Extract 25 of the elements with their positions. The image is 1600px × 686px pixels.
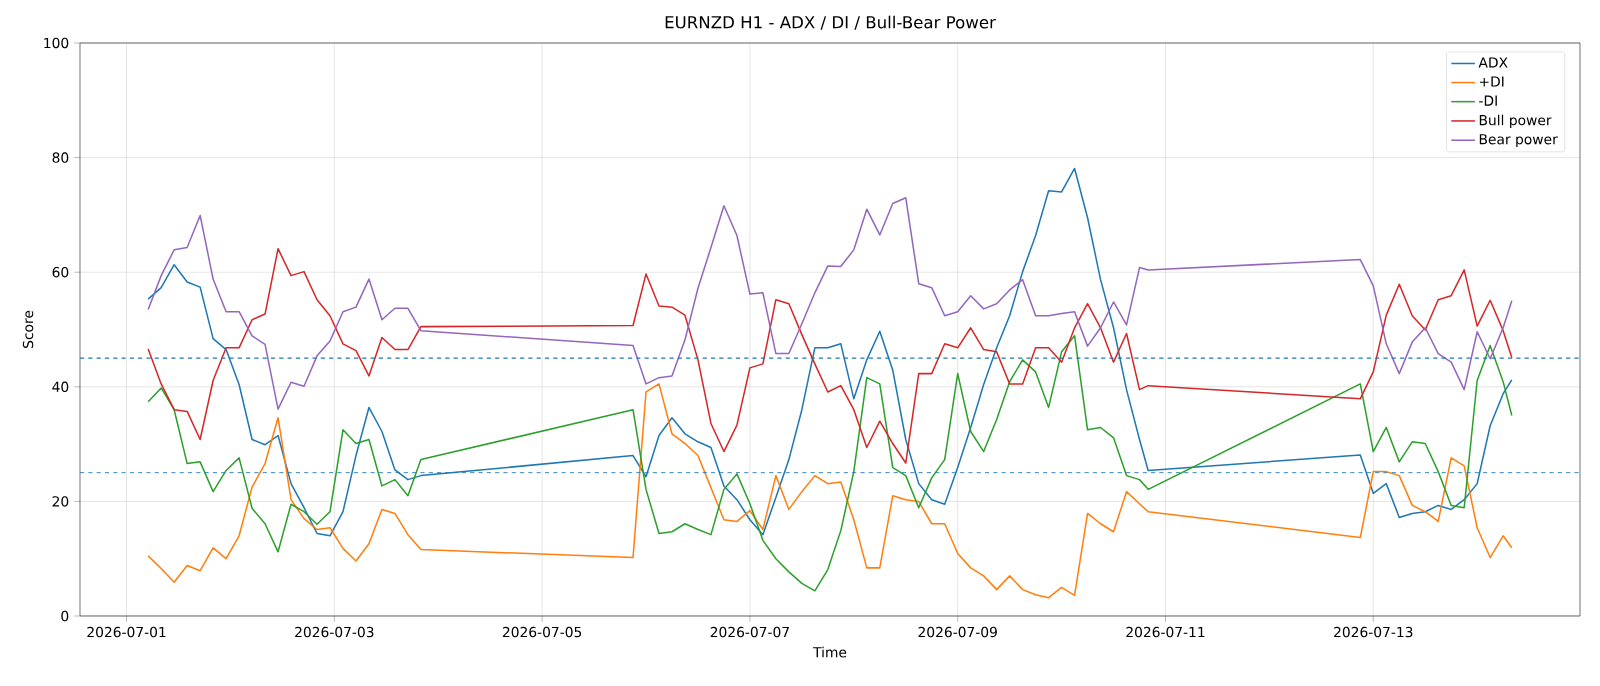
y-tick-label: 60 [52,266,69,278]
legend-label: +DI [1479,76,1504,87]
x-axis-title: Time [813,646,847,658]
x-tick-label: 2026-07-13 [1334,626,1413,638]
line-series [147,247,1513,464]
legend-label: -DI [1479,95,1497,106]
y-tick-label: 80 [52,152,69,163]
legend-label: Bull power [1479,114,1552,129]
x-tick-label: 2026-07-03 [295,626,374,638]
y-axis-title: Score [22,310,34,348]
x-tick-label: 2026-07-01 [87,626,166,638]
x-tick-label: 2026-07-09 [918,626,997,638]
chart-title: EURNZD H1 - ADX / DI / Bull-Bear Power [665,15,996,30]
y-tick-label: 20 [52,496,69,507]
x-tick-label: 2026-07-11 [1126,626,1205,638]
x-tick-label: 2026-07-05 [502,626,582,638]
line-series [147,196,1513,410]
legend-label: Bear power [1479,134,1558,148]
line-series [147,383,1513,599]
y-tick-label: 100 [44,37,69,49]
legend-label: ADX [1478,57,1508,68]
y-tick-label: 0 [61,610,69,622]
y-tick-label: 40 [52,381,69,393]
line-series [147,335,1513,592]
x-tick-label: 2026-07-07 [710,626,789,638]
